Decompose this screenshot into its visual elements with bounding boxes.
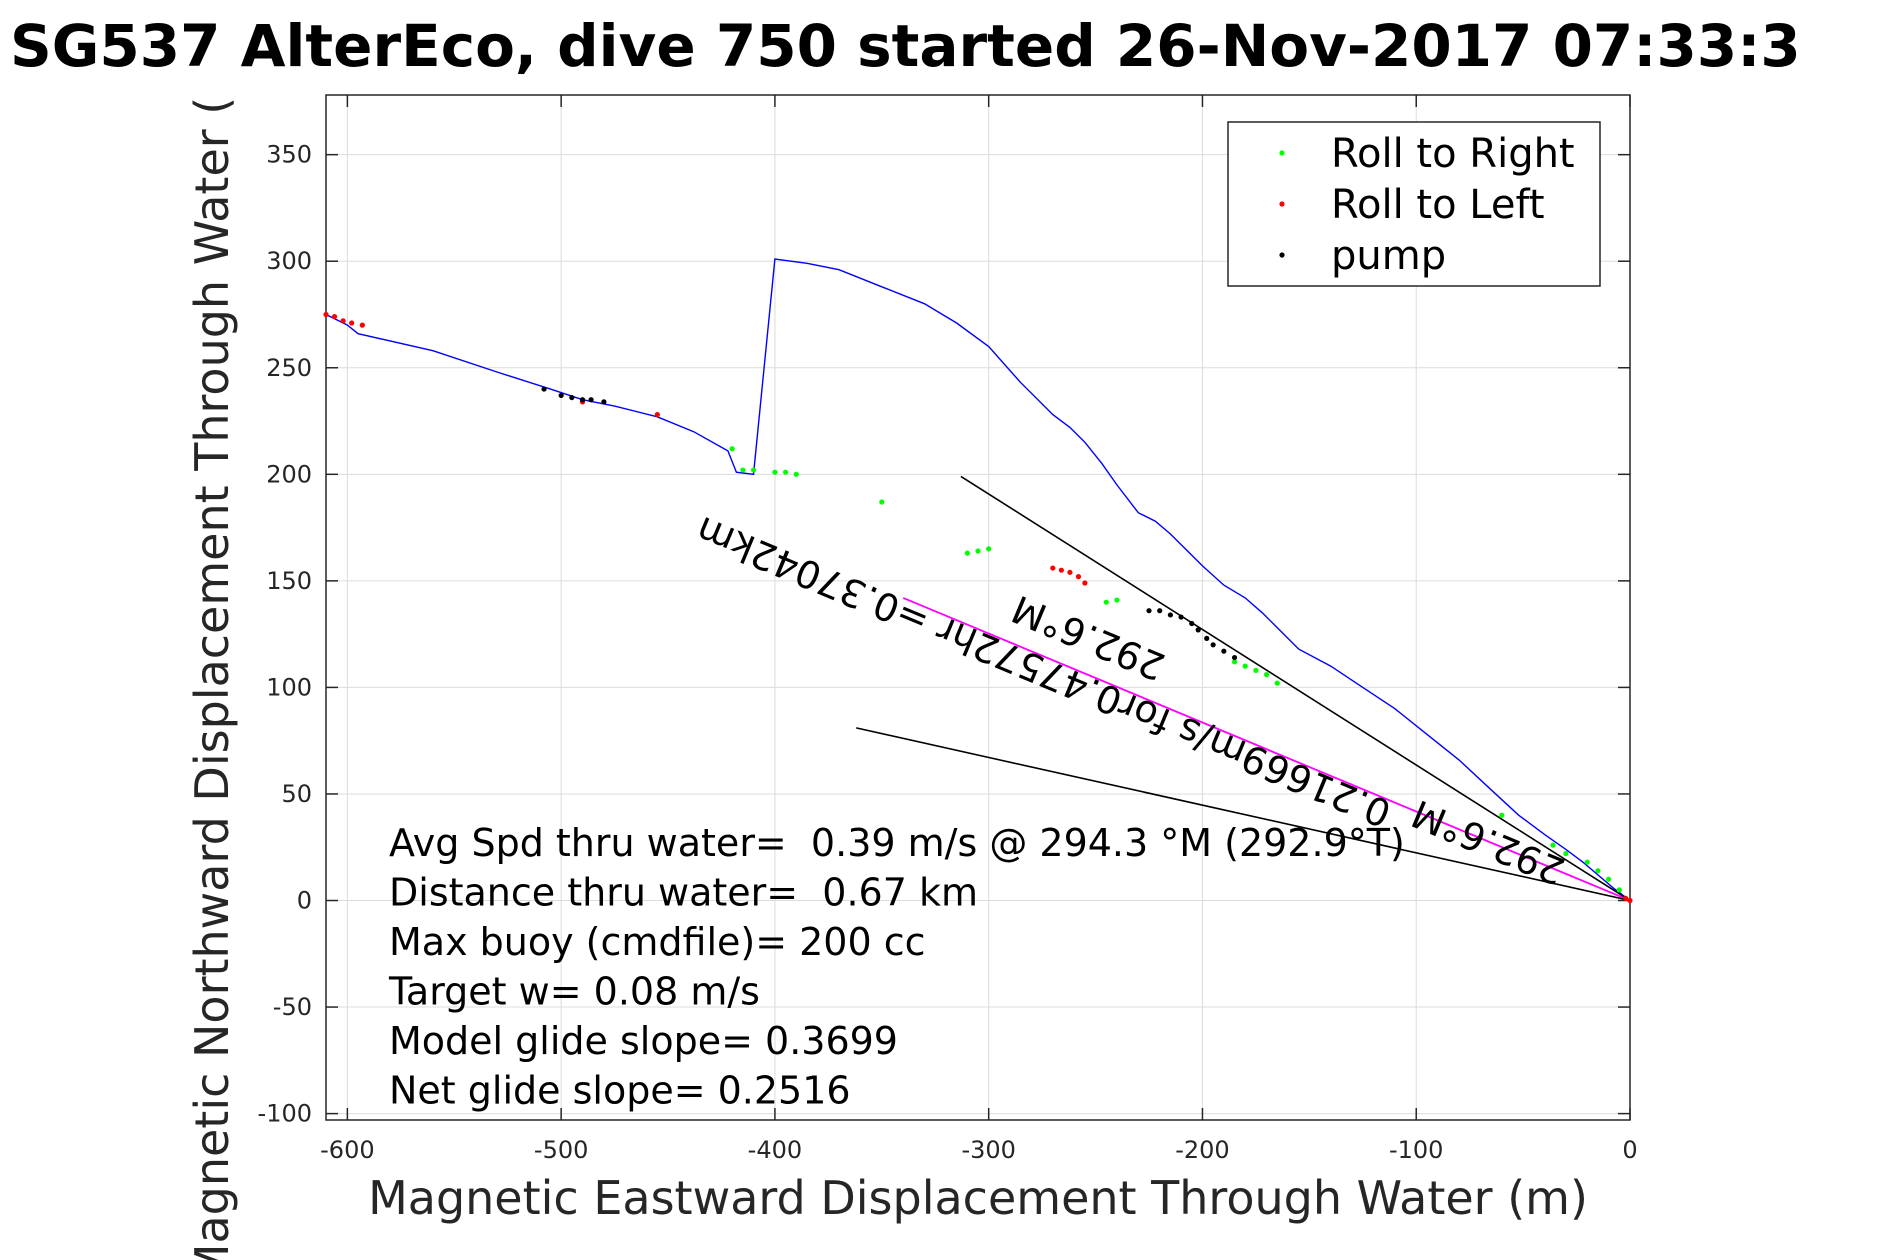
x-tick-label: -600 (320, 1136, 374, 1164)
pump-marker (1204, 635, 1210, 641)
legend-pump-marker (1279, 252, 1285, 258)
pump-marker (1146, 608, 1152, 614)
pump-marker (1167, 612, 1173, 618)
roll-left-marker (349, 320, 355, 326)
stats-line: Model glide slope= 0.3699 (389, 1019, 898, 1063)
y-tick-label: 0 (297, 887, 312, 915)
pump-marker (601, 399, 607, 405)
legend: Roll to Right Roll to Left pump (1227, 121, 1601, 287)
heading-label: 0.21669m/s for0.47572hr =0.37042km (690, 508, 1397, 836)
pump-marker (1178, 614, 1184, 620)
roll-left-marker (1067, 569, 1073, 575)
roll-right-marker (1499, 812, 1505, 818)
chart-title: SG537 AlterEco, dive 750 started 26-Nov-… (10, 12, 1801, 80)
roll-left-marker (340, 318, 346, 324)
pump-marker (579, 397, 586, 403)
y-tick-label: -50 (273, 993, 312, 1021)
x-tick-label: -400 (748, 1136, 802, 1164)
y-tick-label: 300 (266, 247, 312, 275)
legend-roll-left-marker (1279, 201, 1285, 207)
roll-right-marker (1114, 597, 1120, 603)
roll-right-marker (964, 550, 970, 556)
stats-line: Avg Spd thru water= 0.39 m/s @ 294.3 °M … (389, 821, 1405, 865)
roll-right-marker (793, 471, 799, 477)
roll-right-marker (1231, 659, 1238, 665)
roll-left-marker (1623, 895, 1629, 901)
pump-marker (1157, 608, 1163, 614)
x-tick-label: -500 (534, 1136, 588, 1164)
pump-marker (588, 397, 594, 403)
y-tick-label: -100 (258, 1100, 312, 1128)
pump-marker (1210, 642, 1216, 648)
y-axis-label: Magnetic Northward Displacement Through … (185, 97, 239, 1260)
roll-left-marker (1058, 567, 1064, 573)
pump-marker (569, 394, 575, 401)
x-tick-label: 0 (1622, 1136, 1637, 1164)
roll-right-marker (1595, 868, 1601, 874)
x-axis-label: Magnetic Eastward Displacement Through W… (368, 1171, 1588, 1225)
stats-line: Distance thru water= 0.67 km (389, 871, 978, 915)
x-tick-label: -100 (1389, 1136, 1443, 1164)
pump-marker (541, 386, 547, 392)
roll-right-marker (750, 467, 757, 473)
stats-line: Net glide slope= 0.2516 (389, 1069, 851, 1113)
y-tick-label: 250 (266, 354, 312, 382)
roll-left-marker (654, 412, 660, 418)
y-tick-label: 200 (266, 460, 312, 488)
pump-marker (1195, 627, 1201, 633)
x-tick-label: -300 (961, 1136, 1015, 1164)
mean-heading-line (902, 597, 1631, 902)
roll-right-marker (975, 548, 981, 554)
roll-left-marker (331, 314, 338, 320)
bound-line (856, 727, 1631, 902)
stats-line: Target w= 0.08 m/s (388, 970, 760, 1014)
heading-label: 292.6°M (1406, 791, 1571, 893)
axis-ticks: -600 -500 -400 -300 -200 -100 0-100-5005010015… (258, 95, 1638, 1164)
roll-left-marker (1075, 574, 1082, 580)
roll-right-marker (1550, 842, 1556, 848)
roll-left-marker (1050, 565, 1056, 571)
roll-left-marker (323, 311, 329, 318)
plot-frame (325, 94, 1631, 1121)
x-tick-label: -200 (1175, 1136, 1229, 1164)
roll-right-marker (1616, 887, 1622, 893)
roll-right-marker (729, 446, 735, 452)
y-tick-label: 50 (281, 780, 312, 808)
roll-right-marker (879, 499, 885, 505)
y-tick-label: 150 (266, 567, 312, 595)
roll-left-marker (1627, 897, 1633, 904)
roll-right-marker (740, 467, 746, 473)
pump-marker (1189, 620, 1195, 627)
roll-right-marker (986, 546, 992, 552)
roll-left-marker (1082, 580, 1088, 586)
pump-marker (558, 392, 564, 399)
stats-line: Max buoy (cmdfile)= 200 cc (389, 920, 926, 964)
roll-right-marker (783, 469, 789, 475)
y-tick-label: 350 (266, 141, 312, 169)
y-tick-label: 100 (266, 673, 312, 701)
roll-right-marker (1584, 859, 1590, 865)
dive-track-line (325, 258, 1631, 902)
roll-right-marker (1263, 672, 1270, 678)
legend-box (1227, 121, 1601, 287)
data-markers (323, 311, 1633, 904)
stats-annotations: Avg Spd thru water= 0.39 m/s @ 294.3 °M … (388, 821, 1405, 1113)
bound-line (960, 475, 1631, 902)
legend-label: Roll to Right (1331, 131, 1575, 177)
pump-marker (1221, 648, 1227, 654)
roll-left-marker (359, 322, 365, 328)
roll-right-marker (1242, 663, 1248, 669)
pump-marker (1231, 654, 1238, 661)
roll-right-marker (1563, 851, 1569, 857)
roll-right-marker (1103, 599, 1109, 605)
legend-label: pump (1331, 233, 1446, 279)
legend-roll-right-marker (1279, 150, 1285, 156)
legend-label: Roll to Left (1331, 182, 1545, 228)
roll-right-marker (1253, 667, 1259, 673)
roll-right-marker (772, 469, 778, 475)
roll-right-marker (1606, 876, 1612, 882)
data-lines (325, 258, 1631, 902)
roll-right-marker (1274, 680, 1280, 686)
